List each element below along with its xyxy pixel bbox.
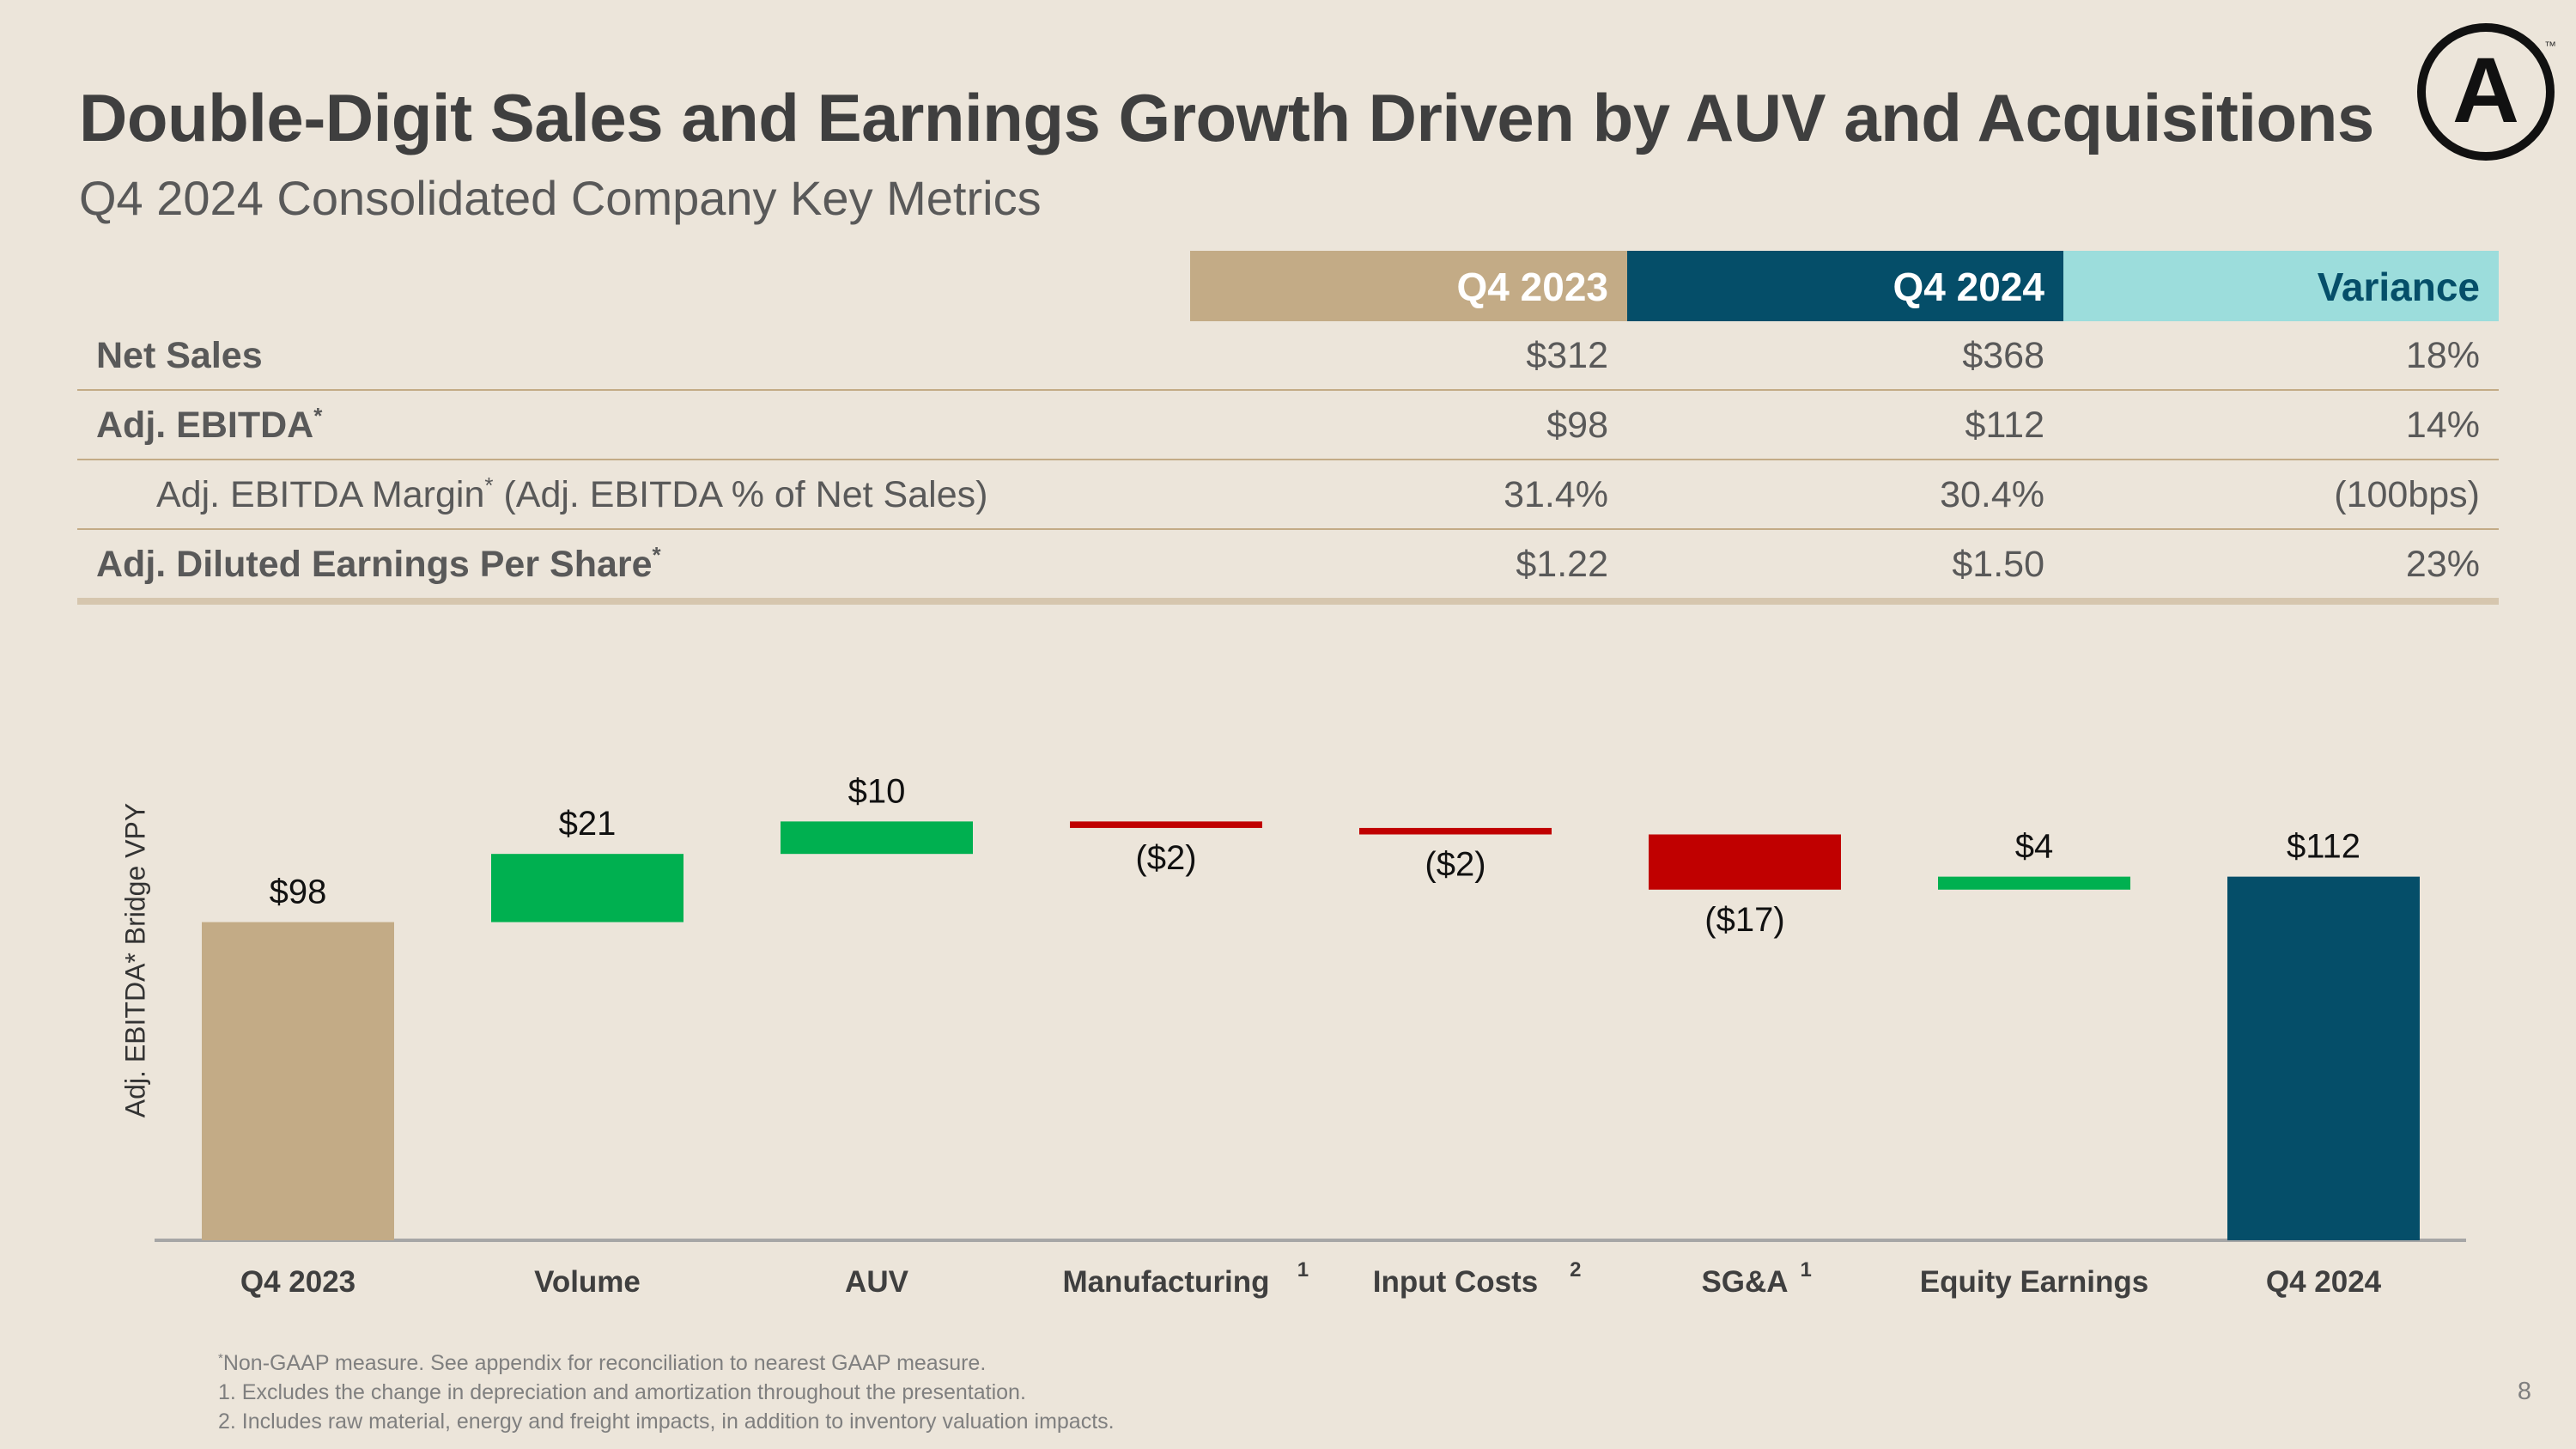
bar-q4-2023	[202, 922, 394, 1240]
footnote-3: 2. Includes raw material, energy and fre…	[218, 1409, 1115, 1434]
table-row-adj-ebitda: Adj. EBITDA* $98 $112 14%	[77, 391, 2499, 460]
data-label-equity-earnings: $4	[2015, 828, 2054, 866]
data-label-q4-2024: $112	[2287, 828, 2360, 866]
footnotes: *Non-GAAP measure. See appendix for reco…	[218, 1349, 1115, 1436]
table-row-net-sales: Net Sales $312 $368 18%	[77, 321, 2499, 391]
footnote-marker: *	[484, 472, 494, 498]
x-tick-label-input-costs: Input Costs	[1373, 1265, 1538, 1299]
x-tick-label-manufacturing: Manufacturing	[1062, 1265, 1269, 1299]
data-label-q4-2023: $98	[270, 874, 327, 911]
table-row-adj-diluted-eps: Adj. Diluted Earnings Per Share* $1.22 $…	[77, 530, 2499, 605]
x-tick-label-volume: Volume	[534, 1265, 641, 1299]
x-tick-label-auv: AUV	[845, 1265, 909, 1299]
cell-q4-2023: $1.22	[1516, 544, 1608, 585]
bar-volume	[491, 854, 683, 922]
cell-q4-2024: 30.4%	[1940, 474, 2044, 515]
column-header-q4-2024: Q4 2024	[1627, 251, 2063, 321]
footnote-1: *Non-GAAP measure. See appendix for reco…	[218, 1351, 987, 1375]
page-title: Double-Digit Sales and Earnings Growth D…	[79, 80, 2374, 155]
footnote-marker: *	[652, 542, 661, 568]
circled-a-logo-icon: A	[2417, 23, 2555, 161]
x-tick-footnote-manufacturing: 1	[1297, 1258, 1309, 1282]
table-header: Q4 2023 Q4 2024 Variance	[77, 251, 2499, 321]
footnote-2: 1. Excludes the change in depreciation a…	[218, 1380, 1026, 1404]
cell-q4-2023: $312	[1526, 335, 1608, 376]
page-subtitle: Q4 2024 Consolidated Company Key Metrics	[79, 171, 1042, 225]
data-label-input-costs: ($2)	[1425, 846, 1485, 884]
cell-q4-2024: $112	[1965, 405, 2044, 446]
x-tick-label-q4-2023: Q4 2023	[240, 1265, 355, 1299]
x-tick-label-sganda: SG&A	[1701, 1265, 1788, 1299]
bar-sganda	[1649, 834, 1841, 890]
bar-input-costs	[1359, 827, 1552, 835]
table-row-adj-ebitda-margin: Adj. EBITDA Margin* (Adj. EBITDA % of Ne…	[77, 460, 2499, 530]
cell-q4-2023: $98	[1546, 405, 1608, 446]
cell-q4-2024: $1.50	[1952, 544, 2044, 585]
x-tick-label-equity-earnings: Equity Earnings	[1920, 1265, 2148, 1299]
cell-variance: 23%	[2405, 544, 2480, 585]
bar-q4-2024	[2227, 876, 2420, 1240]
cell-variance: 18%	[2405, 335, 2480, 376]
row-label: Adj. Diluted Earnings Per Share*	[96, 542, 661, 585]
row-label: Adj. EBITDA Margin* (Adj. EBITDA % of Ne…	[156, 472, 988, 515]
bar-manufacturing	[1070, 821, 1262, 828]
column-header-variance: Variance	[2063, 251, 2499, 321]
cell-q4-2023: 31.4%	[1504, 474, 1608, 515]
row-label: Adj. EBITDA*	[96, 403, 323, 446]
data-label-auv: $10	[848, 772, 906, 810]
bar-auv	[781, 821, 973, 855]
trademark-mark: ™	[2544, 39, 2556, 52]
svg-text:A: A	[2452, 38, 2519, 142]
ebitda-bridge-waterfall-chart: $98 Q4 2023 $21 Volume $10 AUV ($2) Manufacturi…	[155, 772, 2466, 1299]
cell-q4-2024: $368	[1962, 335, 2044, 376]
bar-equity-earnings	[1938, 876, 2130, 890]
row-label: Net Sales	[96, 335, 263, 376]
page-number: 8	[2517, 1378, 2531, 1405]
cell-variance: (100bps)	[2334, 474, 2480, 515]
x-tick-footnote-input-costs: 2	[1570, 1258, 1581, 1282]
data-label-volume: $21	[559, 805, 617, 843]
data-label-manufacturing: ($2)	[1135, 839, 1196, 877]
cell-variance: 14%	[2405, 405, 2480, 446]
data-label-sganda: ($17)	[1704, 901, 1784, 939]
footnote-marker: *	[313, 403, 323, 429]
column-header-q4-2023: Q4 2023	[1190, 251, 1627, 321]
x-tick-label-q4-2024: Q4 2024	[2266, 1265, 2382, 1299]
key-metrics-table: Q4 2023 Q4 2024 Variance Net Sales $312 …	[77, 251, 2499, 605]
x-tick-footnote-sganda: 1	[1801, 1258, 1812, 1282]
